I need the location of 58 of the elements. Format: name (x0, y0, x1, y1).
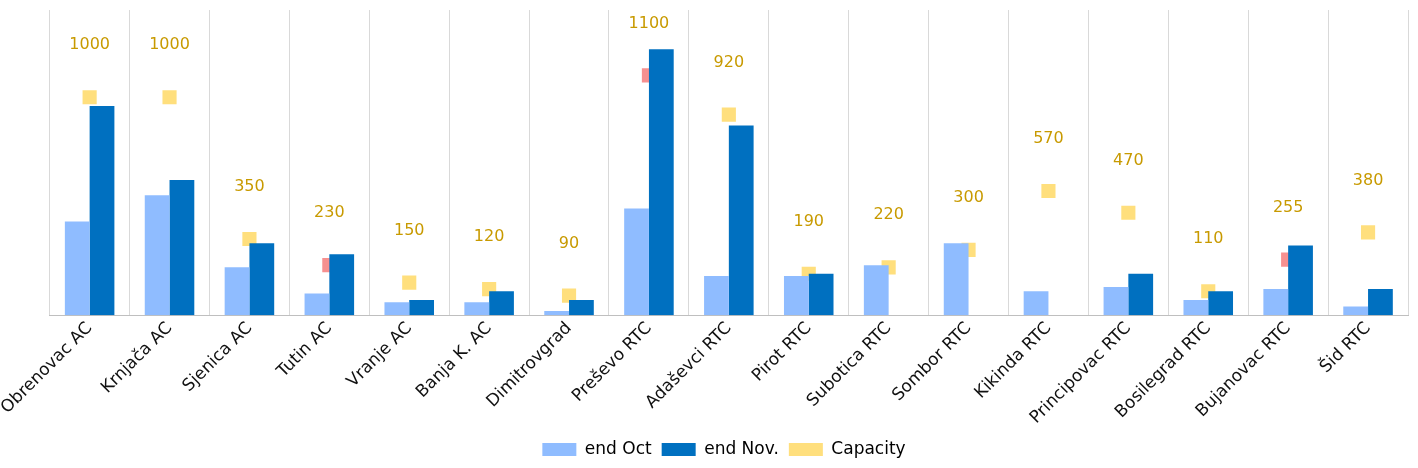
bar (544, 310, 570, 316)
data-label: 570 (1033, 128, 1064, 148)
bar (624, 208, 649, 316)
bar (169, 180, 195, 316)
bar (224, 267, 250, 316)
data-label: 150 (393, 219, 425, 239)
legend-label: Capacity (831, 437, 906, 458)
bar (569, 300, 594, 316)
bar (704, 276, 729, 316)
bar (648, 49, 674, 316)
point (162, 90, 177, 105)
bar (1023, 291, 1049, 316)
data-label: 110 (1192, 228, 1224, 248)
data-label: 1100 (628, 12, 670, 32)
data-label: 255 (1272, 196, 1304, 216)
data-label: 350 (234, 176, 265, 196)
bar (1263, 289, 1289, 316)
bar (464, 302, 490, 316)
bar (808, 273, 834, 316)
bar (1128, 273, 1154, 316)
bar (144, 195, 170, 316)
point (82, 90, 97, 105)
data-label: 920 (713, 51, 745, 71)
bar (1103, 286, 1129, 316)
data-label: 220 (873, 204, 904, 224)
point (1121, 205, 1136, 220)
bar (1208, 291, 1234, 316)
bar (1368, 289, 1393, 316)
bar (1288, 245, 1313, 316)
data-label: 380 (1352, 169, 1384, 189)
data-label: 230 (314, 202, 345, 222)
bar (1183, 300, 1209, 316)
bar (249, 243, 275, 316)
point (721, 107, 736, 122)
bar (1343, 306, 1369, 316)
data-label: 1000 (69, 34, 110, 54)
bar (64, 221, 90, 316)
data-label: 1000 (149, 34, 190, 54)
point (402, 275, 417, 290)
bar (384, 302, 410, 316)
bar (409, 300, 435, 316)
bar (329, 254, 355, 316)
bar (728, 125, 754, 316)
data-label: 300 (953, 187, 984, 207)
point (1041, 183, 1056, 199)
data-label: 190 (793, 211, 825, 231)
data-label: 470 (1113, 149, 1144, 169)
legend-label: end Nov. (704, 437, 779, 458)
bar (863, 265, 889, 316)
data-label: 120 (473, 226, 505, 246)
point (1360, 225, 1376, 240)
bar (489, 291, 514, 316)
data-label: 90 (558, 232, 580, 252)
bar (783, 276, 809, 316)
legend-label: end Oct (584, 437, 652, 458)
bar (89, 105, 115, 316)
bar (304, 293, 330, 316)
bar (943, 243, 969, 316)
